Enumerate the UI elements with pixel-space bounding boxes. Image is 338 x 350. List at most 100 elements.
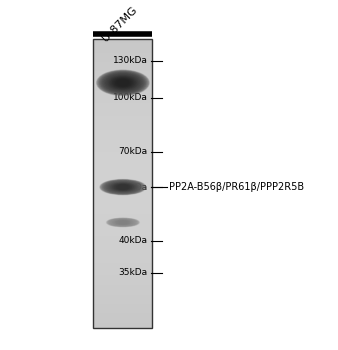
- Bar: [93, 59, 152, 61]
- Ellipse shape: [112, 219, 134, 225]
- Bar: [93, 117, 152, 119]
- Ellipse shape: [116, 185, 130, 189]
- Ellipse shape: [101, 72, 145, 93]
- Bar: [93, 43, 152, 45]
- Bar: [93, 216, 152, 217]
- Ellipse shape: [118, 221, 128, 224]
- Bar: [93, 204, 152, 205]
- Bar: [93, 311, 152, 313]
- Ellipse shape: [116, 221, 130, 224]
- Text: 35kDa: 35kDa: [118, 268, 148, 278]
- Bar: [93, 298, 152, 300]
- Ellipse shape: [112, 183, 134, 191]
- Bar: [93, 250, 152, 252]
- Ellipse shape: [111, 77, 135, 89]
- Bar: [93, 175, 152, 176]
- Bar: [93, 165, 152, 166]
- Bar: [93, 150, 152, 152]
- Bar: [93, 194, 152, 195]
- Bar: [93, 51, 152, 52]
- Bar: [93, 320, 152, 321]
- Bar: [93, 227, 152, 229]
- Bar: [93, 184, 152, 185]
- Ellipse shape: [109, 182, 137, 192]
- Text: 100kDa: 100kDa: [113, 93, 148, 103]
- Bar: [93, 42, 152, 43]
- Bar: [93, 302, 152, 304]
- Bar: [93, 66, 152, 68]
- Bar: [93, 156, 152, 158]
- Bar: [93, 296, 152, 298]
- Bar: [93, 252, 152, 253]
- Bar: [93, 92, 152, 94]
- Bar: [93, 317, 152, 318]
- Ellipse shape: [117, 80, 128, 85]
- Bar: [93, 211, 152, 213]
- Ellipse shape: [105, 181, 141, 193]
- Bar: [93, 123, 152, 124]
- Bar: [93, 276, 152, 278]
- Bar: [93, 245, 152, 246]
- Bar: [93, 145, 152, 146]
- Ellipse shape: [120, 222, 125, 223]
- Ellipse shape: [113, 220, 133, 225]
- Bar: [93, 39, 152, 328]
- Bar: [93, 176, 152, 178]
- Bar: [93, 198, 152, 200]
- Ellipse shape: [108, 219, 138, 226]
- Ellipse shape: [116, 220, 130, 224]
- Bar: [93, 327, 152, 328]
- Ellipse shape: [111, 183, 135, 191]
- Bar: [93, 101, 152, 103]
- Bar: [93, 258, 152, 259]
- Bar: [93, 230, 152, 231]
- Ellipse shape: [104, 181, 142, 193]
- Ellipse shape: [101, 180, 145, 194]
- Bar: [93, 226, 152, 227]
- Bar: [93, 65, 152, 66]
- Ellipse shape: [117, 221, 129, 224]
- Bar: [93, 189, 152, 191]
- Bar: [93, 224, 152, 226]
- Bar: [93, 217, 152, 218]
- Bar: [93, 180, 152, 181]
- Bar: [93, 74, 152, 75]
- Bar: [93, 187, 152, 188]
- Ellipse shape: [119, 221, 127, 224]
- Bar: [93, 55, 152, 56]
- Bar: [93, 143, 152, 145]
- Bar: [93, 139, 152, 140]
- Bar: [93, 255, 152, 256]
- Ellipse shape: [113, 78, 133, 88]
- Ellipse shape: [103, 181, 143, 194]
- Bar: [93, 182, 152, 184]
- Bar: [93, 158, 152, 159]
- Ellipse shape: [112, 78, 134, 88]
- Bar: [93, 110, 152, 111]
- Ellipse shape: [102, 180, 144, 194]
- Ellipse shape: [118, 186, 128, 189]
- Bar: [93, 81, 152, 83]
- Bar: [93, 149, 152, 150]
- Ellipse shape: [114, 184, 132, 190]
- Bar: [93, 168, 152, 169]
- Bar: [93, 136, 152, 138]
- Bar: [93, 210, 152, 211]
- Bar: [93, 233, 152, 234]
- Ellipse shape: [110, 219, 136, 226]
- Bar: [93, 178, 152, 180]
- Ellipse shape: [105, 181, 141, 193]
- Bar: [93, 262, 152, 263]
- Bar: [93, 64, 152, 65]
- Bar: [93, 172, 152, 174]
- Bar: [93, 284, 152, 285]
- Text: 55kDa: 55kDa: [118, 183, 148, 191]
- Bar: [93, 278, 152, 279]
- Bar: [93, 307, 152, 308]
- Bar: [93, 97, 152, 98]
- Bar: [93, 295, 152, 296]
- Bar: [93, 323, 152, 324]
- Ellipse shape: [109, 76, 137, 90]
- Bar: [93, 218, 152, 220]
- Ellipse shape: [110, 183, 136, 191]
